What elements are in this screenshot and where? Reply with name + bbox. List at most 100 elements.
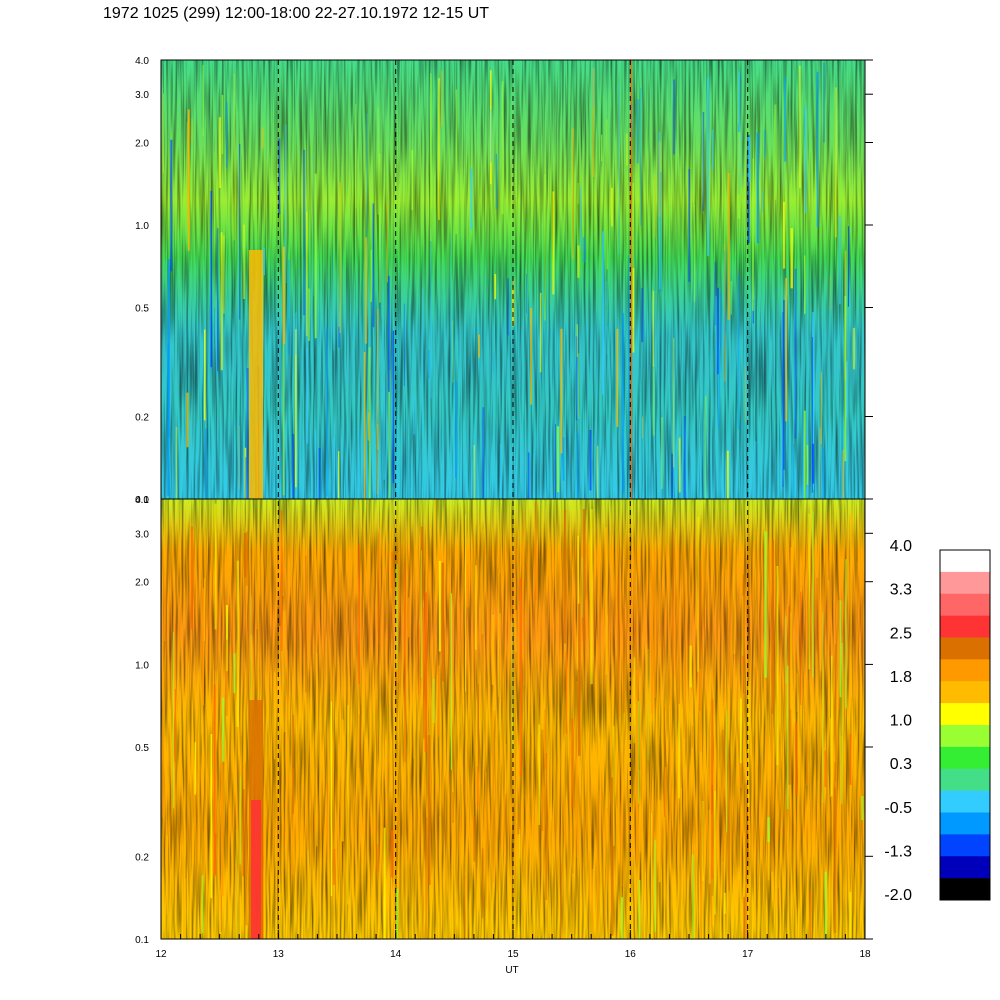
top-streak <box>842 450 845 499</box>
top-streak <box>187 109 190 251</box>
bottom-streak <box>391 830 394 878</box>
bottom-streak <box>839 600 842 698</box>
bottom-streak <box>790 547 793 710</box>
top-streak <box>601 134 603 162</box>
top-streak <box>616 328 619 427</box>
top-streak <box>562 437 565 481</box>
bottom-streak <box>840 692 843 737</box>
bottom-streak <box>837 600 840 710</box>
top-streak <box>785 278 787 422</box>
bottom-streak <box>809 891 812 939</box>
colorbar-swatch <box>940 659 990 682</box>
top-streak <box>282 342 285 496</box>
bottom-streak <box>250 635 252 753</box>
bottom-streak <box>827 513 830 580</box>
top-streak <box>852 327 855 370</box>
bottom-streak <box>407 597 410 638</box>
bottom-streak <box>623 608 625 713</box>
top-streak <box>847 226 849 307</box>
top-streak <box>812 311 815 489</box>
bottom-streak <box>844 559 847 709</box>
top-streak <box>556 426 560 493</box>
bottom-streak <box>835 720 837 903</box>
bottom-streak <box>771 539 774 714</box>
top-streak <box>292 434 295 499</box>
colorbar-label: -0.5 <box>884 800 912 817</box>
bottom-streak <box>220 894 222 932</box>
top-streak <box>294 312 297 355</box>
top-streak <box>473 445 475 499</box>
bottom-streak <box>347 704 349 905</box>
bottom-red-band <box>251 800 261 939</box>
top-streak <box>186 122 188 230</box>
top-streak <box>658 132 661 289</box>
colorbar-swatch <box>940 593 990 616</box>
y-tick-label: 0.5 <box>135 743 149 754</box>
top-streak <box>707 77 710 257</box>
top-streak <box>214 151 215 308</box>
bottom-streak <box>658 799 661 883</box>
bottom-streak <box>173 631 174 809</box>
bottom-streak <box>590 509 593 685</box>
bottom-streak <box>476 766 479 807</box>
bottom-streak <box>202 588 204 706</box>
colorbar-label: -2.0 <box>884 887 912 904</box>
bottom-streak <box>425 817 428 939</box>
top-streak <box>364 237 368 344</box>
top-streak <box>673 79 676 155</box>
top-streak <box>804 255 806 314</box>
bottom-streak <box>404 565 406 763</box>
bottom-streak <box>820 525 822 671</box>
bottom-streak <box>796 673 798 712</box>
bottom-streak <box>212 694 214 875</box>
top-streak <box>452 320 454 383</box>
top-streak <box>220 232 223 371</box>
top-streak <box>204 329 206 421</box>
bottom-streak <box>286 650 288 807</box>
top-streak <box>493 352 495 373</box>
top-streak <box>793 443 795 499</box>
top-streak <box>761 190 763 212</box>
bottom-streak <box>613 725 615 846</box>
colorbar-swatch <box>940 856 990 879</box>
bottom-streak <box>244 533 247 578</box>
bottom-streak <box>485 772 487 909</box>
bottom-streak <box>245 531 248 586</box>
bottom-streak <box>708 809 711 884</box>
bottom-streak <box>492 711 495 883</box>
top-streak <box>530 308 533 405</box>
top-streak <box>284 124 287 284</box>
bottom-streak <box>550 726 552 820</box>
top-streak <box>718 348 721 428</box>
top-streak <box>642 416 643 439</box>
top-streak <box>544 174 546 321</box>
colorbar-label: 4.0 <box>890 538 912 555</box>
bottom-streak <box>396 888 399 939</box>
colorbar: 4.0 3.3 2.5 1.8 1.0 0.3 -0.5 -1.3 -2.0 <box>884 538 991 904</box>
top-streak <box>261 127 264 149</box>
top-streak <box>339 182 341 333</box>
bottom-streak <box>514 610 517 653</box>
bottom-streak <box>748 681 750 807</box>
top-streak <box>806 444 809 485</box>
bottom-streak <box>215 670 217 834</box>
top-streak <box>287 259 290 355</box>
bottom-streak <box>571 718 574 809</box>
dashed-hour-lines <box>277 60 749 939</box>
bottom-streak <box>785 616 787 684</box>
top-streak <box>494 274 497 300</box>
bottom-streak <box>283 610 286 732</box>
bottom-streak <box>235 829 237 939</box>
bottom-streak <box>610 777 614 936</box>
bottom-streak <box>630 603 633 646</box>
bottom-streak <box>503 789 506 853</box>
bottom-streak <box>745 783 748 938</box>
bottom-streak <box>491 614 495 685</box>
bottom-streak <box>534 501 537 601</box>
top-streak <box>555 424 556 499</box>
bottom-streak <box>544 709 546 771</box>
bottom-streak <box>333 848 336 885</box>
bottom-streak <box>635 670 639 863</box>
bottom-streak <box>617 578 620 718</box>
bottom-streak <box>816 577 819 652</box>
